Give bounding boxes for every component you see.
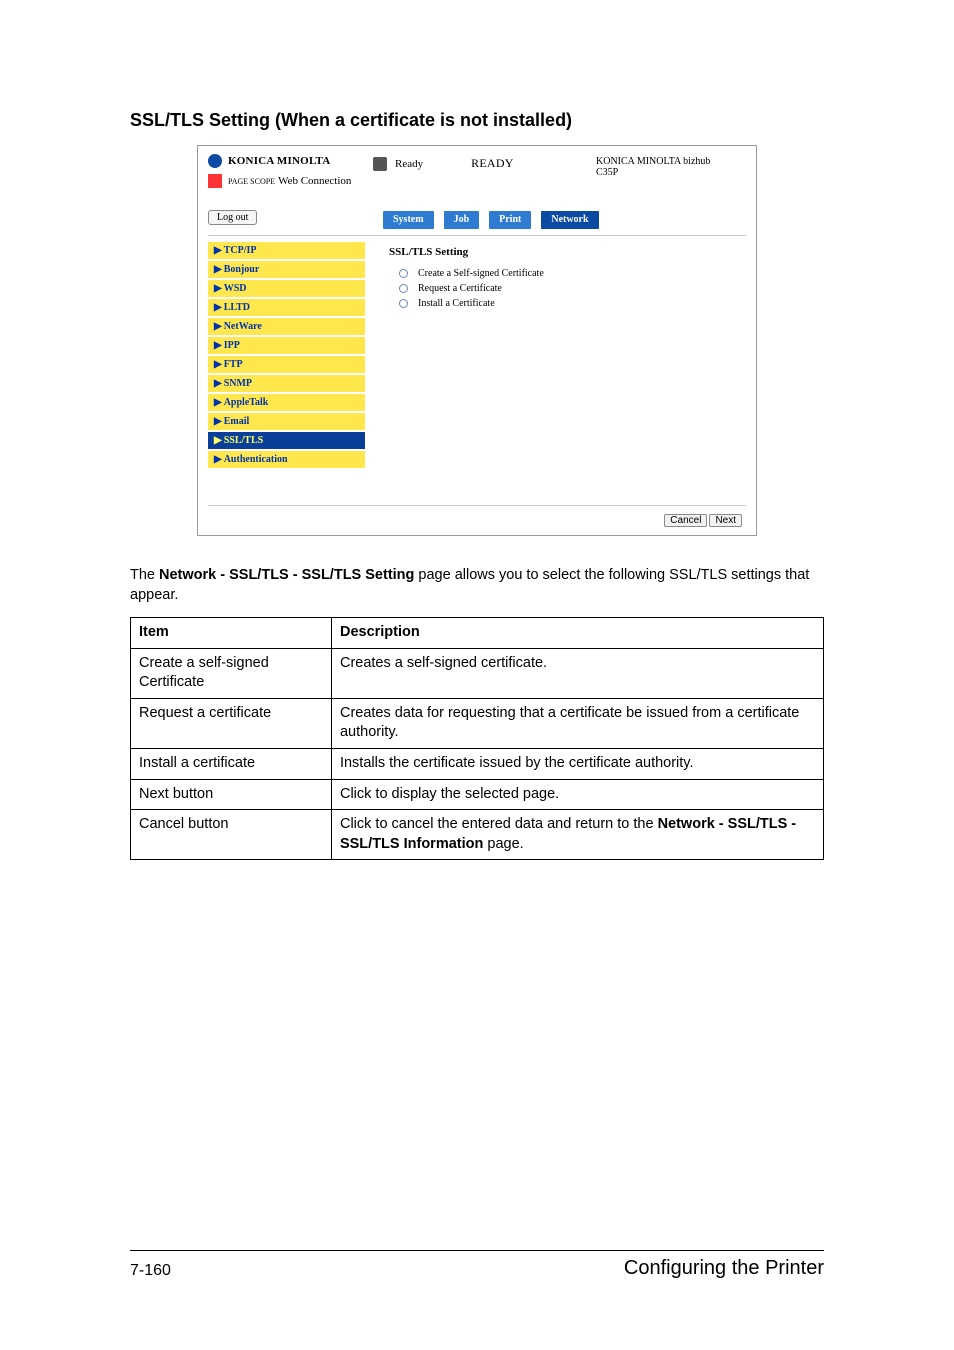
nav-tcpip[interactable]: ▶TCP/IP <box>208 242 365 259</box>
tab-system[interactable]: System <box>383 211 434 229</box>
tab-network[interactable]: Network <box>541 211 598 229</box>
nav-bonjour[interactable]: ▶Bonjour <box>208 261 365 278</box>
nav-ssltls[interactable]: ▶SSL/TLS <box>208 432 365 449</box>
radio-icon[interactable] <box>399 299 408 308</box>
nav-email[interactable]: ▶Email <box>208 413 365 430</box>
status-ready-small: Ready <box>395 158 423 170</box>
nav-ipp[interactable]: ▶IPP <box>208 337 365 354</box>
screenshot-header-center: Ready READY <box>373 154 596 171</box>
screenshot-footer: Cancel Next <box>208 505 746 535</box>
option-self-signed[interactable]: Create a Self-signed Certificate <box>399 268 740 279</box>
option-self-signed-label: Create a Self-signed Certificate <box>418 268 544 279</box>
table-row: Cancel button Click to cancel the entere… <box>131 810 824 860</box>
radio-icon[interactable] <box>399 269 408 278</box>
nav-wsd[interactable]: ▶WSD <box>208 280 365 297</box>
cell-item: Install a certificate <box>131 748 332 779</box>
printer-icon <box>373 157 387 171</box>
status-ready-big: READY <box>471 156 514 171</box>
section-heading: SSL/TLS Setting (When a certificate is n… <box>130 110 824 131</box>
brand-logo: KONICA MINOLTA <box>208 154 373 168</box>
tab-print[interactable]: Print <box>489 211 531 229</box>
option-request-cert[interactable]: Request a Certificate <box>399 283 740 294</box>
cell-desc-post: page. <box>483 836 523 852</box>
page-number: 7-160 <box>130 1262 171 1280</box>
web-connection-label: Web Connection <box>278 175 351 187</box>
cell-item: Next button <box>131 779 332 810</box>
nav-auth-label: Authentication <box>224 454 288 465</box>
screenshot-header-right: KONICA MINOLTA bizhub C35P <box>596 154 746 178</box>
brand-text: KONICA MINOLTA <box>228 155 330 167</box>
th-description: Description <box>331 618 823 649</box>
content-panel: SSL/TLS Setting Create a Self-signed Cer… <box>373 242 746 505</box>
nav-ipp-label: IPP <box>224 340 240 351</box>
pagescope-icon <box>208 174 222 188</box>
cell-desc-pre: Click to cancel the entered data and ret… <box>340 816 658 832</box>
nav-snmp-label: SNMP <box>224 378 252 389</box>
footer-title: Configuring the Printer <box>624 1257 824 1280</box>
nav-lltd-label: LLTD <box>224 302 250 313</box>
next-button[interactable]: Next <box>709 514 742 527</box>
radio-icon[interactable] <box>399 284 408 293</box>
nav-bonjour-label: Bonjour <box>224 264 260 275</box>
cell-desc: Click to cancel the entered data and ret… <box>331 810 823 860</box>
tab-bar: System Job Print Network <box>383 211 746 229</box>
device-name-line1: KONICA MINOLTA bizhub <box>596 156 746 167</box>
nav-netware-label: NetWare <box>224 321 262 332</box>
cell-desc: Creates a self-signed certificate. <box>331 648 823 698</box>
table-row: Create a self-signed Certificate Creates… <box>131 648 824 698</box>
device-name-line2: C35P <box>596 167 746 178</box>
cell-item: Create a self-signed Certificate <box>131 648 332 698</box>
nav-ftp[interactable]: ▶FTP <box>208 356 365 373</box>
cell-desc: Installs the certificate issued by the c… <box>331 748 823 779</box>
nav-netware[interactable]: ▶NetWare <box>208 318 365 335</box>
nav-wsd-label: WSD <box>224 283 247 294</box>
nav-tcpip-label: TCP/IP <box>224 245 257 256</box>
nav-appletalk[interactable]: ▶AppleTalk <box>208 394 365 411</box>
cell-item: Request a certificate <box>131 698 332 748</box>
intro-paragraph: The Network - SSL/TLS - SSL/TLS Setting … <box>130 566 824 605</box>
pagescope-prefix: PAGE SCOPE <box>228 178 275 186</box>
cell-desc: Creates data for requesting that a certi… <box>331 698 823 748</box>
nav-email-label: Email <box>224 416 250 427</box>
cancel-button[interactable]: Cancel <box>664 514 707 527</box>
th-item: Item <box>131 618 332 649</box>
cell-item: Cancel button <box>131 810 332 860</box>
content-title: SSL/TLS Setting <box>389 246 740 258</box>
nav-authentication[interactable]: ▶Authentication <box>208 451 365 468</box>
tab-job[interactable]: Job <box>444 211 480 229</box>
intro-pre: The <box>130 567 159 583</box>
logout-button[interactable]: Log out <box>208 210 257 225</box>
side-nav: ▶TCP/IP ▶Bonjour ▶WSD ▶LLTD ▶NetWare ▶IP… <box>208 242 373 505</box>
option-request-cert-label: Request a Certificate <box>418 283 502 294</box>
nav-ssltls-label: SSL/TLS <box>224 435 263 446</box>
screenshot-header-left: KONICA MINOLTA PAGE SCOPEWeb Connection <box>208 154 373 188</box>
brand-logo-icon <box>208 154 222 168</box>
settings-table: Item Description Create a self-signed Ce… <box>130 617 824 860</box>
cell-desc: Click to display the selected page. <box>331 779 823 810</box>
nav-snmp[interactable]: ▶SNMP <box>208 375 365 392</box>
page-footer: 7-160 Configuring the Printer <box>130 1250 824 1280</box>
option-install-cert[interactable]: Install a Certificate <box>399 298 740 309</box>
web-connection-row: PAGE SCOPEWeb Connection <box>208 174 373 188</box>
table-row: Install a certificate Installs the certi… <box>131 748 824 779</box>
nav-appletalk-label: AppleTalk <box>224 397 269 408</box>
intro-bold: Network - SSL/TLS - SSL/TLS Setting <box>159 567 414 583</box>
nav-ftp-label: FTP <box>224 359 243 370</box>
embedded-screenshot: KONICA MINOLTA PAGE SCOPEWeb Connection … <box>197 145 757 536</box>
table-row: Request a certificate Creates data for r… <box>131 698 824 748</box>
nav-lltd[interactable]: ▶LLTD <box>208 299 365 316</box>
table-row: Next button Click to display the selecte… <box>131 779 824 810</box>
option-install-cert-label: Install a Certificate <box>418 298 495 309</box>
